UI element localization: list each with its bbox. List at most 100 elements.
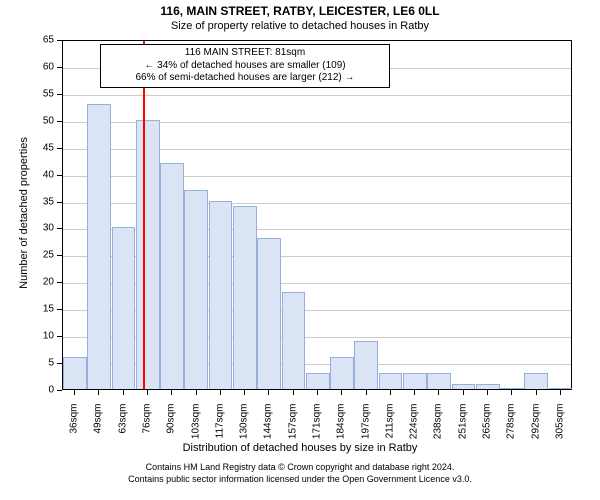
y-tick-mark xyxy=(57,67,62,68)
histogram-bar xyxy=(257,238,281,389)
annotation-box: 116 MAIN STREET: 81sqm← 34% of detached … xyxy=(100,44,390,88)
x-tick-mark xyxy=(293,390,294,395)
y-tick-mark xyxy=(57,309,62,310)
annotation-line2: ← 34% of detached houses are smaller (10… xyxy=(105,60,385,73)
y-tick-label: 60 xyxy=(0,61,54,72)
x-tick-mark xyxy=(414,390,415,395)
x-tick-label: 117sqm xyxy=(214,404,225,454)
x-tick-label: 49sqm xyxy=(93,404,104,454)
y-tick-label: 50 xyxy=(0,115,54,126)
annotation-line3: 66% of semi-detached houses are larger (… xyxy=(105,72,385,85)
annotation-line1: 116 MAIN STREET: 81sqm xyxy=(105,47,385,60)
histogram-bar xyxy=(452,384,476,389)
y-tick-label: 55 xyxy=(0,88,54,99)
histogram-bar xyxy=(209,201,233,389)
x-tick-mark xyxy=(123,390,124,395)
x-tick-label: 197sqm xyxy=(360,404,371,454)
y-tick-label: 10 xyxy=(0,331,54,342)
histogram-bar xyxy=(160,163,184,389)
y-tick-label: 30 xyxy=(0,223,54,234)
x-tick-label: 63sqm xyxy=(117,404,128,454)
x-tick-mark xyxy=(536,390,537,395)
y-tick-mark xyxy=(57,121,62,122)
histogram-bar xyxy=(306,373,330,389)
histogram-bar xyxy=(524,373,548,389)
histogram-bar xyxy=(63,357,87,389)
y-tick-label: 0 xyxy=(0,385,54,396)
x-tick-mark xyxy=(511,390,512,395)
x-tick-label: 224sqm xyxy=(409,404,420,454)
x-tick-label: 36sqm xyxy=(69,404,80,454)
x-tick-mark xyxy=(487,390,488,395)
x-tick-label: 130sqm xyxy=(239,404,250,454)
histogram-bar xyxy=(112,227,136,389)
histogram-bar xyxy=(233,206,257,389)
x-tick-label: 265sqm xyxy=(482,404,493,454)
x-tick-mark xyxy=(147,390,148,395)
y-tick-label: 45 xyxy=(0,142,54,153)
histogram-bar xyxy=(403,373,427,389)
histogram-bar xyxy=(427,373,451,389)
histogram-bar xyxy=(136,120,160,389)
grid-line xyxy=(63,95,571,96)
y-tick-mark xyxy=(57,94,62,95)
y-tick-mark xyxy=(57,148,62,149)
x-tick-mark xyxy=(560,390,561,395)
y-tick-label: 40 xyxy=(0,169,54,180)
x-tick-mark xyxy=(220,390,221,395)
plot-area xyxy=(62,40,572,390)
y-tick-mark xyxy=(57,40,62,41)
property-marker-line xyxy=(143,41,145,389)
x-tick-mark xyxy=(244,390,245,395)
y-tick-mark xyxy=(57,282,62,283)
x-tick-mark xyxy=(98,390,99,395)
y-tick-mark xyxy=(57,390,62,391)
y-tick-mark xyxy=(57,336,62,337)
x-tick-mark xyxy=(438,390,439,395)
histogram-bar xyxy=(87,104,111,389)
y-tick-label: 20 xyxy=(0,277,54,288)
histogram-bar xyxy=(549,388,573,389)
y-tick-mark xyxy=(57,175,62,176)
x-tick-label: 90sqm xyxy=(166,404,177,454)
x-tick-mark xyxy=(390,390,391,395)
y-tick-mark xyxy=(57,228,62,229)
histogram-bar xyxy=(282,292,306,389)
x-tick-mark xyxy=(74,390,75,395)
histogram-bar xyxy=(500,388,524,389)
x-tick-label: 211sqm xyxy=(384,404,395,454)
y-tick-mark xyxy=(57,363,62,364)
x-tick-label: 144sqm xyxy=(263,404,274,454)
y-tick-label: 65 xyxy=(0,35,54,46)
histogram-bar xyxy=(476,384,500,389)
chart-title-line2: Size of property relative to detached ho… xyxy=(0,20,600,32)
x-tick-mark xyxy=(463,390,464,395)
x-tick-label: 292sqm xyxy=(530,404,541,454)
size-distribution-chart: 116, MAIN STREET, RATBY, LEICESTER, LE6 … xyxy=(0,0,600,500)
x-tick-mark xyxy=(196,390,197,395)
y-tick-label: 15 xyxy=(0,304,54,315)
x-tick-mark xyxy=(366,390,367,395)
histogram-bar xyxy=(354,341,378,389)
y-tick-mark xyxy=(57,202,62,203)
histogram-bar xyxy=(184,190,208,389)
y-tick-label: 35 xyxy=(0,196,54,207)
y-tick-label: 25 xyxy=(0,250,54,261)
x-tick-label: 305sqm xyxy=(554,404,565,454)
chart-title-line1: 116, MAIN STREET, RATBY, LEICESTER, LE6 … xyxy=(0,4,600,18)
x-tick-label: 171sqm xyxy=(312,404,323,454)
x-tick-label: 278sqm xyxy=(506,404,517,454)
histogram-bar xyxy=(330,357,354,389)
x-tick-label: 184sqm xyxy=(336,404,347,454)
x-tick-label: 103sqm xyxy=(190,404,201,454)
y-tick-label: 5 xyxy=(0,358,54,369)
histogram-bar xyxy=(379,373,403,389)
x-tick-label: 238sqm xyxy=(433,404,444,454)
x-tick-mark xyxy=(317,390,318,395)
chart-footer: Contains HM Land Registry data © Crown c… xyxy=(0,462,600,485)
x-tick-label: 157sqm xyxy=(287,404,298,454)
footer-line2: Contains public sector information licen… xyxy=(0,474,600,486)
x-tick-mark xyxy=(268,390,269,395)
x-tick-label: 76sqm xyxy=(142,404,153,454)
x-tick-mark xyxy=(341,390,342,395)
